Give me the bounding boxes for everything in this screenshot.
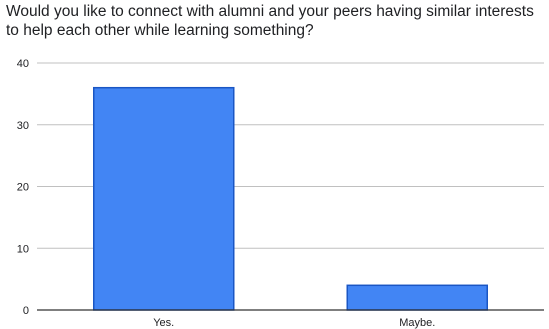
bar-maybe <box>346 284 488 311</box>
y-tick-label: 30 <box>17 120 29 132</box>
x-category-label: Yes. <box>153 317 174 329</box>
chart-title: Would you like to connect with alumni an… <box>6 3 534 39</box>
bar-yes <box>93 86 235 311</box>
y-tick-label: 0 <box>23 305 29 317</box>
x-category-label: Maybe. <box>399 317 435 329</box>
bars <box>93 86 488 311</box>
y-tick-label: 10 <box>17 243 29 255</box>
y-axis-tick-labels: 0 10 20 30 40 <box>17 58 29 317</box>
y-tick-label: 40 <box>17 58 29 70</box>
y-tick-label: 20 <box>17 182 29 194</box>
x-axis-category-labels: Yes. Maybe. <box>153 317 435 329</box>
